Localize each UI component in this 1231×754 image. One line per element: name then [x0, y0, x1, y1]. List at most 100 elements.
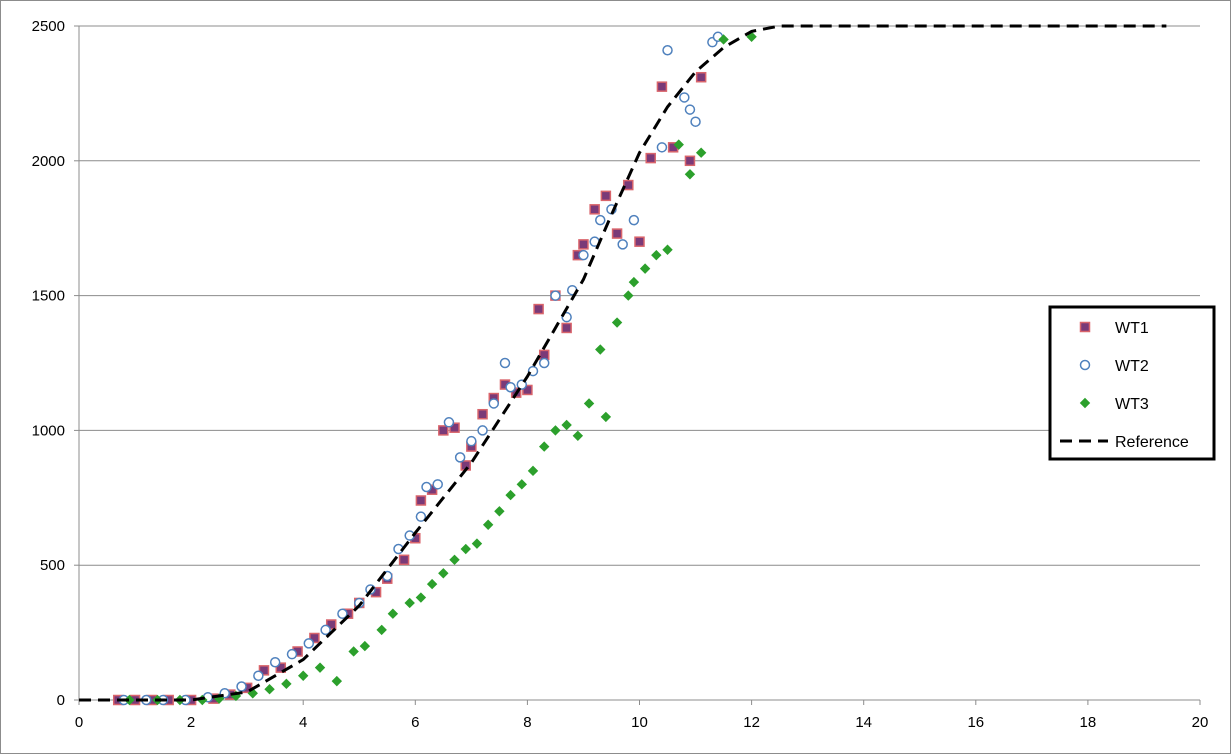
data-point: [477, 425, 488, 436]
legend-marker-icon: [1079, 321, 1091, 333]
data-point: [611, 317, 623, 328]
data-point: [258, 665, 270, 676]
legend-label: WT1: [1115, 320, 1149, 337]
data-point: [359, 640, 371, 652]
data-point: [662, 244, 673, 255]
legend: WT1 WT2 WT3 Reference: [1048, 305, 1216, 461]
data-point: [522, 384, 533, 396]
legend-item: WT3: [1079, 396, 1149, 413]
series-reference: [79, 24, 1167, 702]
data-point: [376, 624, 387, 636]
data-point: [264, 684, 275, 695]
data-point: [656, 142, 668, 153]
data-point: [281, 678, 292, 690]
data-point: [438, 425, 449, 436]
data-point: [679, 92, 690, 103]
data-point: [628, 214, 640, 226]
data-point: [303, 638, 315, 649]
data-point: [600, 411, 612, 423]
data-point: [314, 662, 326, 673]
data-marks: [79, 24, 1167, 706]
data-point: [415, 495, 427, 506]
data-point: [623, 179, 634, 191]
data-point: [432, 479, 443, 490]
data-point: [325, 619, 337, 630]
data-point: [275, 662, 287, 673]
data-point: [550, 425, 561, 436]
data-point: [539, 441, 550, 452]
data-point: [634, 236, 645, 247]
data-point: [695, 71, 707, 83]
data-point: [471, 538, 483, 549]
data-point: [505, 489, 516, 501]
data-point: [421, 481, 432, 493]
data-point: [404, 597, 415, 609]
data-point: [583, 398, 595, 409]
data-point: [387, 608, 399, 619]
legend-marker-icon: [1079, 359, 1091, 371]
data-point: [684, 169, 696, 180]
data-point: [505, 382, 516, 393]
data-point: [600, 190, 612, 202]
data-point: [398, 554, 410, 566]
legend-label: Reference: [1115, 434, 1189, 451]
data-point: [488, 398, 500, 409]
data-point: [656, 81, 668, 92]
data-point: [684, 104, 696, 115]
data-point: [718, 34, 729, 45]
y-tick-label: 1000: [32, 422, 65, 439]
data-point: [477, 408, 488, 420]
series-wt1: [112, 71, 707, 706]
data-point: [494, 506, 505, 517]
data-point: [516, 479, 528, 490]
axes: [74, 25, 1201, 705]
x-tick-label: 16: [967, 714, 984, 731]
x-tick-label: 6: [411, 714, 419, 731]
x-tick-label: 20: [1192, 714, 1209, 731]
data-point: [426, 578, 438, 590]
legend-label: WT3: [1115, 396, 1149, 413]
x-tick-label: 14: [855, 714, 872, 731]
data-point: [443, 417, 455, 428]
data-point: [331, 675, 343, 687]
data-point: [690, 116, 701, 127]
series-wt2: [118, 31, 724, 706]
data-point: [628, 276, 640, 288]
data-point: [533, 303, 544, 315]
data-point: [673, 139, 684, 150]
data-point: [695, 147, 707, 158]
data-point: [454, 452, 466, 463]
x-tick-label: 10: [631, 714, 648, 731]
data-point: [651, 249, 662, 261]
data-point: [623, 290, 634, 301]
data-point: [684, 155, 696, 167]
x-tick-label: 4: [299, 714, 307, 731]
legend-box: [1048, 305, 1216, 461]
data-point: [415, 511, 427, 522]
y-tick-label: 0: [57, 692, 65, 709]
y-tick-label: 1500: [32, 288, 65, 305]
data-point: [337, 608, 348, 619]
legend-item: WT1: [1079, 320, 1149, 337]
data-point: [269, 657, 281, 668]
data-point: [253, 670, 264, 681]
x-tick-label: 8: [523, 714, 531, 731]
legend-label: WT2: [1115, 358, 1149, 375]
data-point: [617, 239, 628, 250]
y-tick-label: 2500: [32, 18, 65, 35]
y-tick-label: 500: [40, 557, 65, 574]
tick-labels: 0 500 1000 1500 2000 2500 0 2 4 6 8 10 12 14 16 18 20: [32, 18, 1209, 731]
reference-line: [79, 24, 1167, 702]
legend-item: Reference: [1060, 434, 1189, 451]
data-point: [482, 519, 494, 530]
data-point: [662, 45, 673, 56]
data-point: [309, 632, 320, 644]
data-point: [595, 344, 606, 355]
data-point: [286, 648, 298, 660]
data-point: [297, 670, 309, 681]
data-point: [320, 624, 331, 636]
data-point: [538, 357, 550, 369]
data-point: [527, 465, 539, 477]
